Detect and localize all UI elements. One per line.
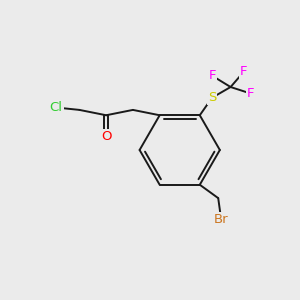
Text: O: O: [101, 130, 111, 143]
Text: Cl: Cl: [50, 101, 63, 114]
Text: F: F: [240, 65, 248, 78]
Text: S: S: [208, 91, 216, 104]
Text: F: F: [208, 69, 216, 82]
Text: Br: Br: [214, 213, 229, 226]
Text: F: F: [247, 87, 255, 100]
